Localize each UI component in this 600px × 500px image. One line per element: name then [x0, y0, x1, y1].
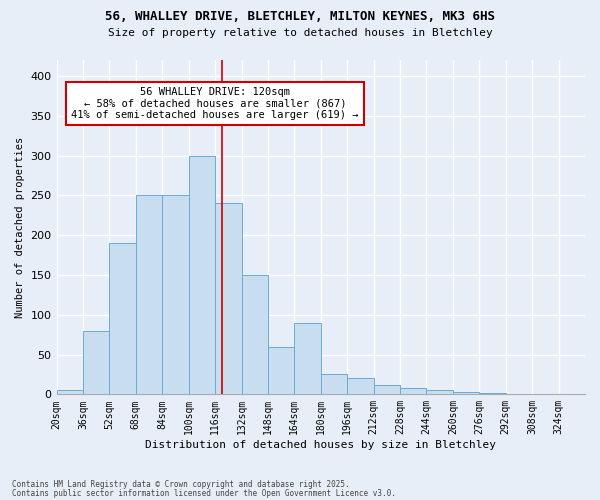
- Text: 56 WHALLEY DRIVE: 120sqm
← 58% of detached houses are smaller (867)
41% of semi-: 56 WHALLEY DRIVE: 120sqm ← 58% of detach…: [71, 86, 359, 120]
- Bar: [453, 392, 479, 394]
- Bar: [215, 204, 242, 394]
- Bar: [83, 330, 109, 394]
- Bar: [136, 196, 162, 394]
- Bar: [347, 378, 374, 394]
- Bar: [427, 390, 453, 394]
- X-axis label: Distribution of detached houses by size in Bletchley: Distribution of detached houses by size …: [145, 440, 496, 450]
- Bar: [56, 390, 83, 394]
- Text: 56, WHALLEY DRIVE, BLETCHLEY, MILTON KEYNES, MK3 6HS: 56, WHALLEY DRIVE, BLETCHLEY, MILTON KEY…: [105, 10, 495, 23]
- Text: Contains HM Land Registry data © Crown copyright and database right 2025.: Contains HM Land Registry data © Crown c…: [12, 480, 350, 489]
- Bar: [400, 388, 427, 394]
- Text: Contains public sector information licensed under the Open Government Licence v3: Contains public sector information licen…: [12, 488, 396, 498]
- Bar: [188, 156, 215, 394]
- Bar: [268, 346, 295, 395]
- Y-axis label: Number of detached properties: Number of detached properties: [15, 136, 25, 318]
- Bar: [242, 275, 268, 394]
- Bar: [162, 196, 188, 394]
- Bar: [295, 322, 321, 394]
- Bar: [321, 374, 347, 394]
- Bar: [374, 385, 400, 394]
- Text: Size of property relative to detached houses in Bletchley: Size of property relative to detached ho…: [107, 28, 493, 38]
- Bar: [109, 243, 136, 394]
- Bar: [479, 392, 506, 394]
